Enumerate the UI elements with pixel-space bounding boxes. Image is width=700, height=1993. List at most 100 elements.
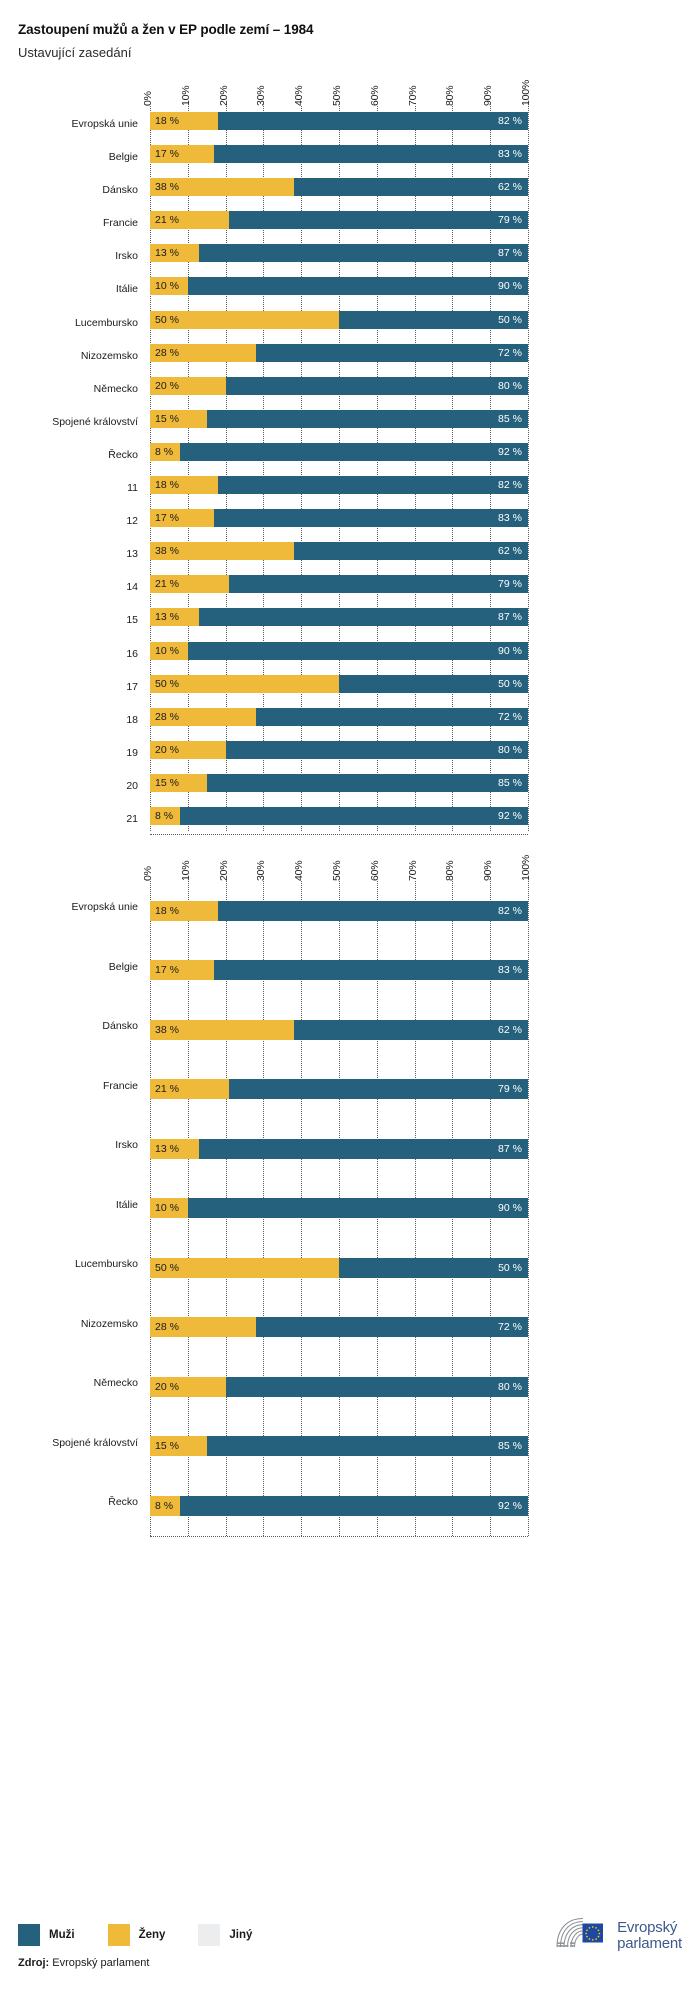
bar-segment-women[interactable]: 17 % xyxy=(150,960,215,981)
bar-segment-women[interactable]: 8 % xyxy=(150,806,181,825)
bar-segment-men[interactable]: 62 % xyxy=(293,542,528,561)
bar-segment-men[interactable]: 82 % xyxy=(218,900,528,921)
bar-segment-women[interactable]: 21 % xyxy=(150,575,230,594)
legend-item[interactable]: Muži xyxy=(18,1924,75,1946)
bar-segment-men[interactable]: 87 % xyxy=(199,1138,528,1159)
bar-segment-men[interactable]: 79 % xyxy=(229,575,528,594)
bar-segment-women[interactable]: 10 % xyxy=(150,1198,188,1219)
bar-segment-women[interactable]: 38 % xyxy=(150,542,294,561)
bar-segment-men[interactable]: 79 % xyxy=(229,211,528,230)
stacked-bar[interactable]: 50 % 50 % xyxy=(150,674,528,693)
bar-segment-men[interactable]: 90 % xyxy=(187,1198,528,1219)
bar-segment-women[interactable]: 28 % xyxy=(150,707,256,726)
stacked-bar[interactable]: 8 % 92 % xyxy=(150,806,528,825)
bar-segment-women[interactable]: 18 % xyxy=(150,900,219,921)
bar-segment-men[interactable]: 87 % xyxy=(199,244,528,263)
bar-segment-women[interactable]: 20 % xyxy=(150,740,226,759)
stacked-bar[interactable]: 18 % 82 % xyxy=(150,112,528,130)
stacked-bar[interactable]: 15 % 85 % xyxy=(150,1436,528,1457)
bar-segment-women[interactable]: 28 % xyxy=(150,1317,256,1338)
bar-segment-women[interactable]: 20 % xyxy=(150,376,226,395)
legend-item[interactable]: Jiný xyxy=(198,1924,252,1946)
stacked-bar[interactable]: 20 % 80 % xyxy=(150,740,528,759)
bar-segment-men[interactable]: 50 % xyxy=(339,310,528,329)
bar-segment-men[interactable]: 83 % xyxy=(214,509,528,528)
bar-segment-men[interactable]: 85 % xyxy=(206,773,528,792)
stacked-bar[interactable]: 17 % 83 % xyxy=(150,145,528,164)
stacked-bar[interactable]: 21 % 79 % xyxy=(150,575,528,594)
bar-segment-women[interactable]: 13 % xyxy=(150,608,200,627)
bar-segment-women[interactable]: 18 % xyxy=(150,112,219,130)
bar-segment-women[interactable]: 38 % xyxy=(150,1019,294,1040)
bar-segment-men[interactable]: 92 % xyxy=(180,806,528,825)
bar-segment-men[interactable]: 62 % xyxy=(293,1019,528,1040)
stacked-bar[interactable]: 21 % 79 % xyxy=(150,1079,528,1100)
bar-segment-women[interactable]: 8 % xyxy=(150,1495,181,1516)
stacked-bar[interactable]: 10 % 90 % xyxy=(150,277,528,296)
bar-segment-men[interactable]: 62 % xyxy=(293,178,528,197)
bar-segment-men[interactable]: 72 % xyxy=(255,1317,528,1338)
bar-segment-women[interactable]: 15 % xyxy=(150,773,207,792)
stacked-bar[interactable]: 13 % 87 % xyxy=(150,244,528,263)
stacked-bar[interactable]: 28 % 72 % xyxy=(150,343,528,362)
bar-segment-men[interactable]: 83 % xyxy=(214,145,528,164)
stacked-bar[interactable]: 38 % 62 % xyxy=(150,178,528,197)
bar-segment-men[interactable]: 50 % xyxy=(339,1257,528,1278)
bar-segment-men[interactable]: 82 % xyxy=(218,112,528,130)
stacked-bar[interactable]: 13 % 87 % xyxy=(150,1138,528,1159)
stacked-bar[interactable]: 38 % 62 % xyxy=(150,1019,528,1040)
stacked-bar[interactable]: 10 % 90 % xyxy=(150,641,528,660)
bar-segment-women[interactable]: 17 % xyxy=(150,145,215,164)
stacked-bar[interactable]: 13 % 87 % xyxy=(150,608,528,627)
bar-segment-men[interactable]: 85 % xyxy=(206,1436,528,1457)
bar-segment-women[interactable]: 13 % xyxy=(150,1138,200,1159)
bar-segment-men[interactable]: 80 % xyxy=(225,740,528,759)
bar-segment-women[interactable]: 28 % xyxy=(150,343,256,362)
stacked-bar[interactable]: 20 % 80 % xyxy=(150,376,528,395)
stacked-bar[interactable]: 28 % 72 % xyxy=(150,1317,528,1338)
stacked-bar[interactable]: 18 % 82 % xyxy=(150,476,528,495)
bar-segment-men[interactable]: 92 % xyxy=(180,1495,528,1516)
bar-segment-women[interactable]: 8 % xyxy=(150,442,181,461)
bar-segment-men[interactable]: 82 % xyxy=(218,476,528,495)
bar-segment-women[interactable]: 21 % xyxy=(150,1079,230,1100)
stacked-bar[interactable]: 10 % 90 % xyxy=(150,1198,528,1219)
stacked-bar[interactable]: 38 % 62 % xyxy=(150,542,528,561)
bar-segment-women[interactable]: 15 % xyxy=(150,1436,207,1457)
stacked-bar[interactable]: 15 % 85 % xyxy=(150,409,528,428)
stacked-bar[interactable]: 17 % 83 % xyxy=(150,960,528,981)
bar-segment-men[interactable]: 83 % xyxy=(214,960,528,981)
bar-segment-men[interactable]: 90 % xyxy=(187,641,528,660)
bar-segment-men[interactable]: 90 % xyxy=(187,277,528,296)
bar-segment-women[interactable]: 13 % xyxy=(150,244,200,263)
bar-segment-women[interactable]: 50 % xyxy=(150,310,339,329)
bar-segment-men[interactable]: 85 % xyxy=(206,409,528,428)
bar-segment-women[interactable]: 15 % xyxy=(150,409,207,428)
stacked-bar[interactable]: 8 % 92 % xyxy=(150,1495,528,1516)
stacked-bar[interactable]: 17 % 83 % xyxy=(150,509,528,528)
bar-segment-women[interactable]: 21 % xyxy=(150,211,230,230)
bar-segment-men[interactable]: 79 % xyxy=(229,1079,528,1100)
bar-segment-men[interactable]: 50 % xyxy=(339,674,528,693)
bar-segment-men[interactable]: 87 % xyxy=(199,608,528,627)
bar-segment-women[interactable]: 38 % xyxy=(150,178,294,197)
bar-segment-women[interactable]: 50 % xyxy=(150,674,339,693)
bar-segment-women[interactable]: 17 % xyxy=(150,509,215,528)
bar-segment-men[interactable]: 92 % xyxy=(180,442,528,461)
bar-segment-women[interactable]: 10 % xyxy=(150,277,188,296)
bar-segment-women[interactable]: 18 % xyxy=(150,476,219,495)
stacked-bar[interactable]: 50 % 50 % xyxy=(150,310,528,329)
bar-segment-women[interactable]: 10 % xyxy=(150,641,188,660)
stacked-bar[interactable]: 20 % 80 % xyxy=(150,1376,528,1397)
bar-segment-men[interactable]: 72 % xyxy=(255,343,528,362)
stacked-bar[interactable]: 8 % 92 % xyxy=(150,442,528,461)
stacked-bar[interactable]: 28 % 72 % xyxy=(150,707,528,726)
legend-item[interactable]: Ženy xyxy=(107,1924,165,1946)
stacked-bar[interactable]: 18 % 82 % xyxy=(150,900,528,921)
bar-segment-men[interactable]: 80 % xyxy=(225,376,528,395)
bar-segment-women[interactable]: 50 % xyxy=(150,1257,339,1278)
bar-segment-men[interactable]: 72 % xyxy=(255,707,528,726)
stacked-bar[interactable]: 15 % 85 % xyxy=(150,773,528,792)
bar-segment-women[interactable]: 20 % xyxy=(150,1376,226,1397)
bar-segment-men[interactable]: 80 % xyxy=(225,1376,528,1397)
